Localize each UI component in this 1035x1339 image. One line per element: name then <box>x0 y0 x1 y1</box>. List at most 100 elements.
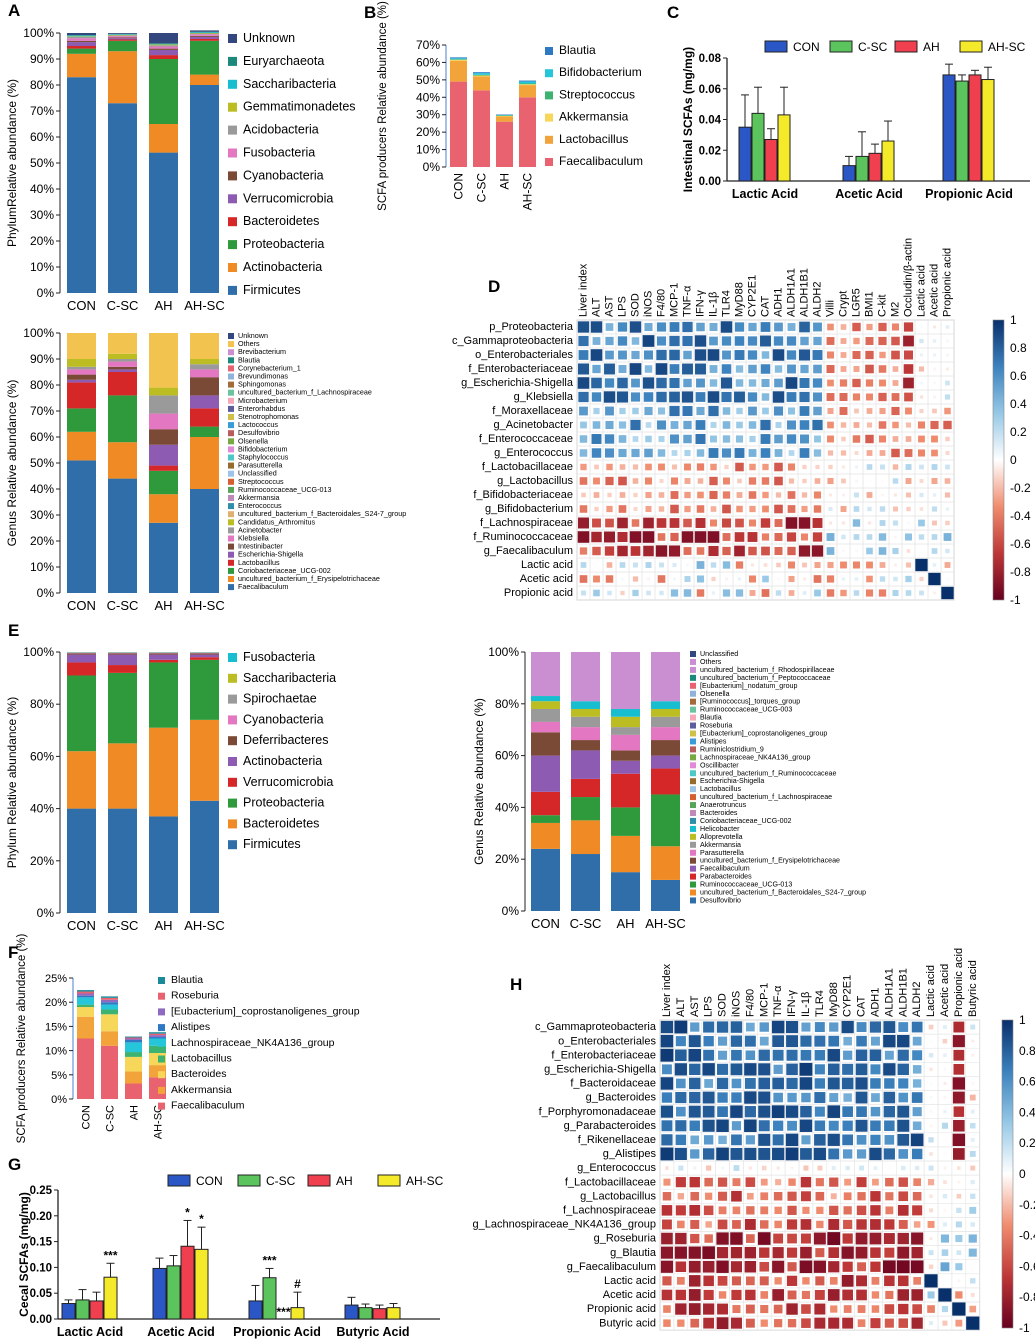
heatmap-cell <box>912 1050 923 1061</box>
colorbar-tick-label: 0.2 <box>1019 1136 1035 1150</box>
heatmap-cell <box>971 1081 975 1085</box>
heatmap-cell <box>883 1063 896 1076</box>
legend-swatch <box>545 113 553 122</box>
heatmap-cell <box>854 408 859 414</box>
bar-segment <box>611 727 640 735</box>
legend-label: Streptococcus <box>238 477 284 486</box>
heatmap-cell <box>579 406 588 416</box>
heatmap-cell <box>774 365 783 373</box>
heatmap-cell <box>786 1219 798 1230</box>
heatmap-cell <box>676 1106 686 1117</box>
heatmap-cell <box>892 589 899 597</box>
column-label: BMI1 <box>863 291 875 317</box>
bar-segment <box>611 835 640 873</box>
heatmap-cell <box>943 1053 947 1058</box>
column-label: CYP2E1 <box>746 275 758 317</box>
legend-label: Deferribacteres <box>243 733 328 747</box>
heatmap-cell <box>761 477 770 485</box>
heatmap-cell <box>943 1279 947 1283</box>
heatmap-cell <box>645 505 652 513</box>
heatmap-cell <box>643 392 654 402</box>
heatmap-cell <box>827 477 834 485</box>
legend-swatch <box>690 849 696 856</box>
column-label: F4/80 <box>655 289 667 317</box>
bar-segment <box>531 701 560 709</box>
legend-swatch <box>228 102 237 112</box>
heatmap-cell <box>618 476 627 486</box>
heatmap-cell <box>656 420 667 430</box>
bar-segment <box>108 743 137 809</box>
heatmap-cell <box>905 533 912 541</box>
heatmap-cell <box>879 576 886 582</box>
heatmap-cell <box>929 1236 933 1241</box>
bar-segment <box>450 81 467 167</box>
heatmap-cell <box>772 1147 785 1161</box>
heatmap-cell <box>606 505 613 513</box>
heatmap-cell <box>911 1232 924 1245</box>
heatmap-cell <box>800 1035 812 1047</box>
x-tick-label: C-SC <box>107 918 139 933</box>
legend-swatch <box>228 535 234 542</box>
heatmap-cell <box>709 365 718 373</box>
legend-swatch <box>959 40 983 53</box>
heatmap-cell <box>709 379 718 387</box>
heatmap-cell <box>760 1291 769 1299</box>
heatmap-cell <box>912 1205 923 1216</box>
bar-segment <box>496 116 513 122</box>
chart-E1: 0%20%40%60%80%100%Phylum Relative abunda… <box>5 645 336 933</box>
heatmap-cell <box>941 1122 948 1129</box>
y-tick-label: 40% <box>416 90 440 104</box>
column-label: Lactic acid <box>915 265 927 317</box>
bar-segment <box>77 993 94 996</box>
heatmap-cell <box>747 532 758 542</box>
bar-segment <box>67 77 96 293</box>
heatmap-cell <box>968 1234 977 1243</box>
heatmap-cell <box>879 379 886 387</box>
heatmap-cell <box>865 434 874 444</box>
heatmap-cell <box>854 577 859 581</box>
bar <box>868 152 882 182</box>
heatmap-cell <box>915 1165 920 1171</box>
heatmap-cell <box>749 590 756 596</box>
x-tick-label: Acetic Acid <box>835 187 903 201</box>
heatmap-cell <box>716 1317 729 1330</box>
column-label: iNOS <box>642 291 654 317</box>
heatmap-cell <box>657 407 666 415</box>
heatmap-cell <box>870 1261 881 1272</box>
heatmap-cell <box>735 518 744 528</box>
column-label: ADH1 <box>772 288 784 317</box>
heatmap-cell <box>912 1065 922 1074</box>
heatmap-cell <box>800 1233 811 1244</box>
bar <box>942 74 956 182</box>
heatmap-cell <box>799 420 810 430</box>
heatmap-cell <box>878 533 887 541</box>
heatmap-cell <box>801 505 808 513</box>
heatmap-cell <box>591 448 602 458</box>
legend-label: AH-SC <box>406 1174 444 1188</box>
bar-segment <box>108 652 137 654</box>
row-label: g_Faecalibaculum <box>484 545 573 557</box>
heatmap-cell <box>952 1035 965 1048</box>
heatmap-cell <box>969 1151 976 1157</box>
heatmap-cell <box>696 322 705 332</box>
heatmap-cell <box>732 1178 741 1187</box>
bar-segment <box>651 846 680 880</box>
heatmap-cell <box>734 391 745 403</box>
bar-segment <box>571 797 600 821</box>
bar-segment <box>125 1036 142 1038</box>
heatmap-cell <box>759 1261 770 1272</box>
heatmap-cell <box>871 1093 880 1102</box>
heatmap-cell <box>748 364 757 374</box>
colorbar-tick-label: -0.2 <box>1010 481 1031 495</box>
legend-swatch <box>228 405 234 412</box>
heatmap-cell <box>749 435 756 443</box>
heatmap-cell <box>716 1232 729 1245</box>
heatmap-cell <box>871 1291 880 1299</box>
x-tick-label: C-SC <box>105 1105 117 1132</box>
bar-segment <box>190 800 219 913</box>
column-label: Crypt <box>837 291 849 317</box>
heatmap-cell <box>799 406 810 416</box>
heatmap-cell <box>917 449 926 457</box>
bar-segment <box>611 872 640 911</box>
heatmap-cell <box>690 1149 700 1159</box>
